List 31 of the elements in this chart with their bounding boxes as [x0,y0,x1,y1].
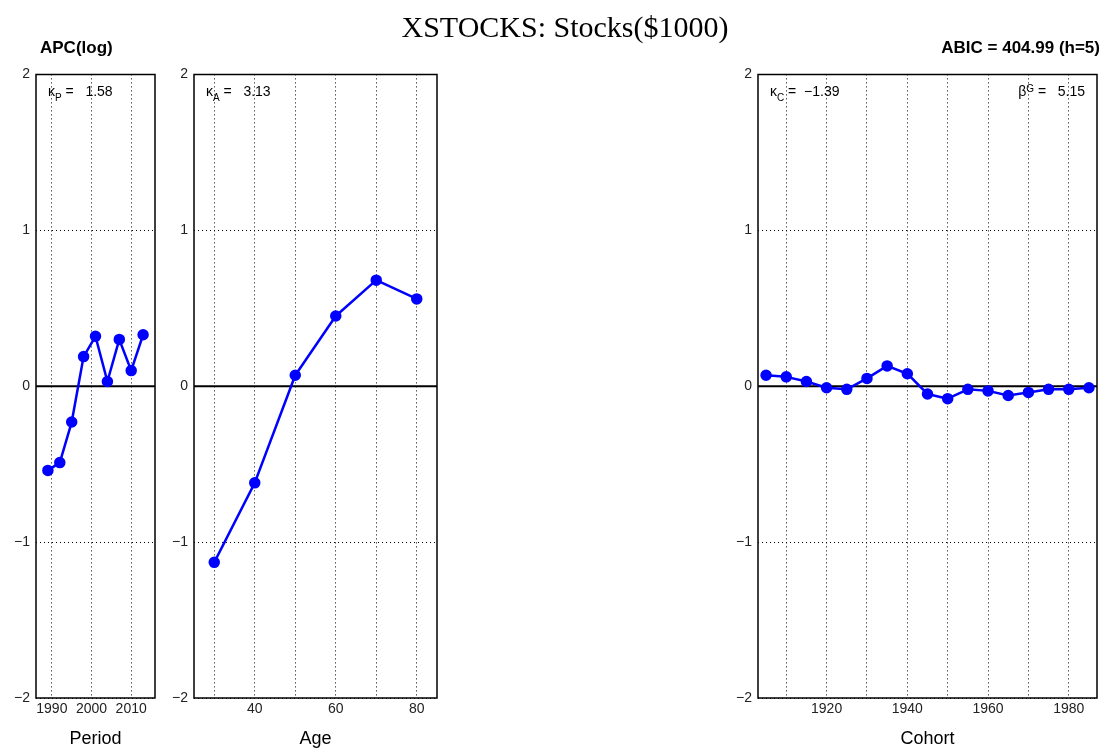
x-tick-label: 60 [327,700,344,717]
y-tick-label: −2 [736,688,753,705]
y-tick-label: 2 [22,65,31,82]
x-axis-title: Cohort [900,728,955,749]
x-tick-label: 1920 [811,700,843,717]
chart-title: APC(log) [40,38,113,58]
y-tick-label: 2 [744,65,753,82]
y-tick-label: 0 [744,377,753,394]
x-tick-label: 2000 [75,700,108,717]
y-tick-label: 0 [180,377,189,394]
text: XSTOCKS: Stocks($1000) [401,10,729,44]
x-tick-label: 1990 [36,700,68,717]
y-tick-label: 2 [180,65,189,82]
chart-title: ABIC = 404.99 (h=5) [941,38,1100,58]
y-tick-label: −2 [172,688,189,705]
y-tick-label: 1 [22,221,31,238]
y-tick-label: −1 [172,532,189,549]
x-axis-title: Age [299,728,332,749]
x-tick-label: 1940 [891,700,924,717]
x-tick-label: 80 [408,700,425,717]
y-tick-label: −1 [14,532,31,549]
x-tick-label: 2010 [115,700,147,717]
x-tick-label: 40 [246,700,263,717]
y-tick-label: −2 [14,688,31,705]
y-tick-label: 0 [22,377,31,394]
y-tick-label: 1 [744,221,753,238]
x-axis-title: Period [69,728,122,749]
x-tick-label: 1980 [1053,700,1085,717]
y-tick-label: −1 [736,532,753,549]
x-tick-label: 1960 [972,700,1004,717]
y-tick-label: 1 [180,221,189,238]
